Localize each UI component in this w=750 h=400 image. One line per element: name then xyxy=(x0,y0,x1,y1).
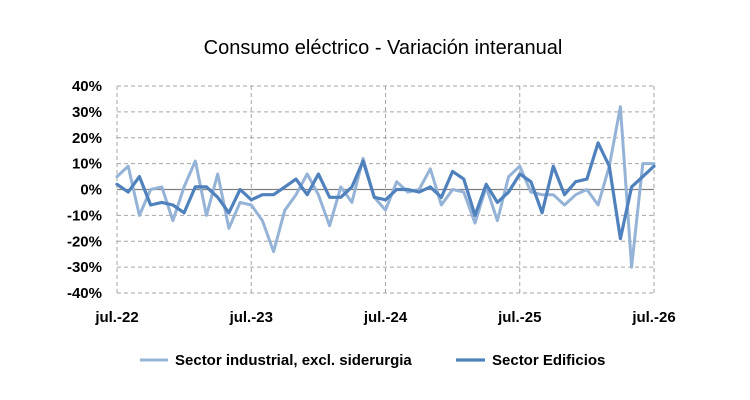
y-tick-label: 0% xyxy=(80,182,102,199)
grid xyxy=(116,85,655,294)
x-tick-label: jul.-24 xyxy=(363,309,408,326)
chart-title: Consumo eléctrico - Variación interanual xyxy=(204,37,563,59)
legend: Sector industrial, excl. siderurgia Secto… xyxy=(140,352,605,369)
legend-label-2: Sector Edificios xyxy=(492,352,605,369)
y-tick-label: 40% xyxy=(72,78,102,95)
series-line-1 xyxy=(115,105,656,269)
y-tick-label: -40% xyxy=(67,285,102,302)
x-tick-label: jul.-26 xyxy=(631,309,675,326)
y-tick-label: 30% xyxy=(72,104,102,121)
x-axis-tick-labels: jul.-22 jul.-23 jul.-24 jul.-25 jul.-26 xyxy=(94,309,675,326)
y-tick-label: -20% xyxy=(67,233,102,250)
series-lines xyxy=(115,105,656,269)
y-tick-label: 10% xyxy=(72,156,102,173)
y-tick-label: -30% xyxy=(67,259,102,276)
series-line-2 xyxy=(115,141,656,241)
y-tick-label: 20% xyxy=(72,130,102,147)
x-tick-label: jul.-22 xyxy=(94,309,138,326)
y-axis-tick-labels: -40% -30% -20% -10% 0% 10% 20% 30% 40% xyxy=(67,78,102,302)
x-tick-label: jul.-23 xyxy=(229,309,273,326)
legend-label-1: Sector industrial, excl. siderurgia xyxy=(175,352,412,369)
y-tick-label: -10% xyxy=(67,207,102,224)
x-tick-label: jul.-25 xyxy=(497,309,541,326)
